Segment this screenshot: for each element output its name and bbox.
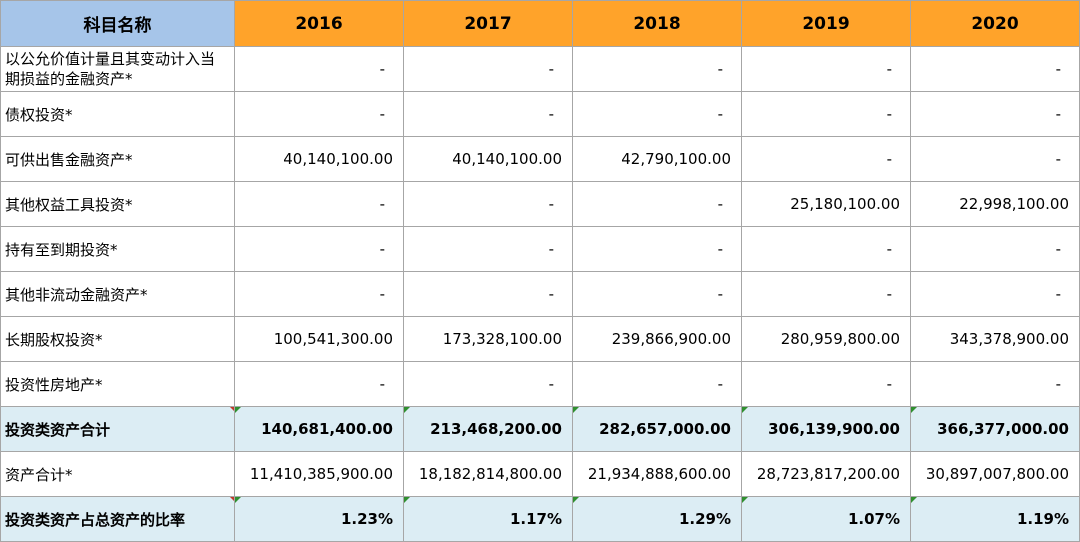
table-cell: - xyxy=(403,226,573,272)
row-label: 长期股权投资* xyxy=(0,316,235,362)
table-cell: - xyxy=(741,226,911,272)
table-row: 持有至到期投资* - - - - - xyxy=(0,226,1080,272)
header-row: 科目名称 2016 2017 2018 2019 2020 xyxy=(0,0,1080,47)
table-cell: - xyxy=(572,361,742,407)
row-label: 可供出售金融资产* xyxy=(0,136,235,182)
table-cell: 30,897,007,800.00 xyxy=(910,451,1080,497)
table-cell: 28,723,817,200.00 xyxy=(741,451,911,497)
column-header-year: 2016 xyxy=(234,0,404,47)
row-label: 持有至到期投资* xyxy=(0,226,235,272)
formula-marker-icon xyxy=(235,407,241,413)
column-header-year: 2019 xyxy=(741,0,911,47)
table-cell: 40,140,100.00 xyxy=(234,136,404,182)
table-cell: 173,328,100.00 xyxy=(403,316,573,362)
table-cell: - xyxy=(234,181,404,227)
summary-row: 投资类资产占总资产的比率 1.23% 1.17% 1.29% 1.07% 1.19% xyxy=(0,496,1080,542)
table-cell: - xyxy=(403,271,573,317)
table-cell: - xyxy=(403,181,573,227)
table-cell: - xyxy=(572,181,742,227)
table-cell: - xyxy=(910,226,1080,272)
row-label: 资产合计* xyxy=(0,451,235,497)
table-cell: 1.17% xyxy=(403,496,573,542)
table-cell: - xyxy=(572,271,742,317)
table-cell: - xyxy=(741,136,911,182)
table-cell: 213,468,200.00 xyxy=(403,406,573,452)
table-cell: - xyxy=(910,361,1080,407)
table-cell: - xyxy=(741,91,911,137)
column-header-year: 2018 xyxy=(572,0,742,47)
row-label: 债权投资* xyxy=(0,91,235,137)
table-cell: - xyxy=(572,46,742,92)
table-cell: 1.23% xyxy=(234,496,404,542)
table-cell: 282,657,000.00 xyxy=(572,406,742,452)
table-row: 长期股权投资* 100,541,300.00 173,328,100.00 239,8… xyxy=(0,316,1080,362)
table-row: 其他非流动金融资产* - - - - - xyxy=(0,271,1080,317)
table-cell: 18,182,814,800.00 xyxy=(403,451,573,497)
table-cell: - xyxy=(572,226,742,272)
table-cell: - xyxy=(910,91,1080,137)
table-cell: - xyxy=(234,226,404,272)
table-cell: - xyxy=(741,46,911,92)
formula-marker-icon xyxy=(404,407,410,413)
table-row: 以公允价值计量且其变动计入当期损益的金融资产* - - - - - xyxy=(0,46,1080,92)
table-cell: 100,541,300.00 xyxy=(234,316,404,362)
table-cell: - xyxy=(234,271,404,317)
formula-marker-icon xyxy=(742,497,748,503)
row-label: 投资类资产占总资产的比率 xyxy=(0,496,235,542)
formula-marker-icon xyxy=(911,407,917,413)
table-cell: - xyxy=(403,91,573,137)
table-cell: 306,139,900.00 xyxy=(741,406,911,452)
table-cell: - xyxy=(910,46,1080,92)
table-cell: 343,378,900.00 xyxy=(910,316,1080,362)
table-cell: - xyxy=(234,91,404,137)
column-header-year: 2020 xyxy=(910,0,1080,47)
row-label: 投资类资产合计 xyxy=(0,406,235,452)
table-cell: 140,681,400.00 xyxy=(234,406,404,452)
table-cell: 11,410,385,900.00 xyxy=(234,451,404,497)
summary-row: 投资类资产合计 140,681,400.00 213,468,200.00 282,6… xyxy=(0,406,1080,452)
table-row: 债权投资* - - - - - xyxy=(0,91,1080,137)
formula-marker-icon xyxy=(235,497,241,503)
table-cell: - xyxy=(234,46,404,92)
table-cell: 239,866,900.00 xyxy=(572,316,742,362)
table-cell: 280,959,800.00 xyxy=(741,316,911,362)
table-cell: - xyxy=(403,46,573,92)
row-label: 以公允价值计量且其变动计入当期损益的金融资产* xyxy=(0,46,235,92)
table-row: 可供出售金融资产* 40,140,100.00 40,140,100.00 42,79… xyxy=(0,136,1080,182)
column-header-year: 2017 xyxy=(403,0,573,47)
table-cell: 40,140,100.00 xyxy=(403,136,573,182)
row-label: 投资性房地产* xyxy=(0,361,235,407)
formula-marker-icon xyxy=(404,497,410,503)
comment-marker-icon xyxy=(229,407,234,412)
table-cell: - xyxy=(741,361,911,407)
formula-marker-icon xyxy=(573,407,579,413)
table-cell: - xyxy=(910,271,1080,317)
table-cell: - xyxy=(741,271,911,317)
table-cell: 25,180,100.00 xyxy=(741,181,911,227)
column-header-name: 科目名称 xyxy=(0,0,235,47)
table-cell: 42,790,100.00 xyxy=(572,136,742,182)
table-cell: 22,998,100.00 xyxy=(910,181,1080,227)
comment-marker-icon xyxy=(229,497,234,502)
table-row: 资产合计* 11,410,385,900.00 18,182,814,800.00 2… xyxy=(0,451,1080,497)
row-label: 其他非流动金融资产* xyxy=(0,271,235,317)
table-cell: - xyxy=(910,136,1080,182)
table-row: 投资性房地产* - - - - - xyxy=(0,361,1080,407)
formula-marker-icon xyxy=(742,407,748,413)
table-cell: - xyxy=(234,361,404,407)
formula-marker-icon xyxy=(573,497,579,503)
table-cell: 366,377,000.00 xyxy=(910,406,1080,452)
table-cell: 21,934,888,600.00 xyxy=(572,451,742,497)
table-cell: 1.29% xyxy=(572,496,742,542)
table-cell: - xyxy=(403,361,573,407)
table-cell: - xyxy=(572,91,742,137)
table-row: 其他权益工具投资* - - -25,180,100.00 22,998,100.00 xyxy=(0,181,1080,227)
formula-marker-icon xyxy=(911,497,917,503)
table-cell: 1.07% xyxy=(741,496,911,542)
table-cell: 1.19% xyxy=(910,496,1080,542)
row-label: 其他权益工具投资* xyxy=(0,181,235,227)
